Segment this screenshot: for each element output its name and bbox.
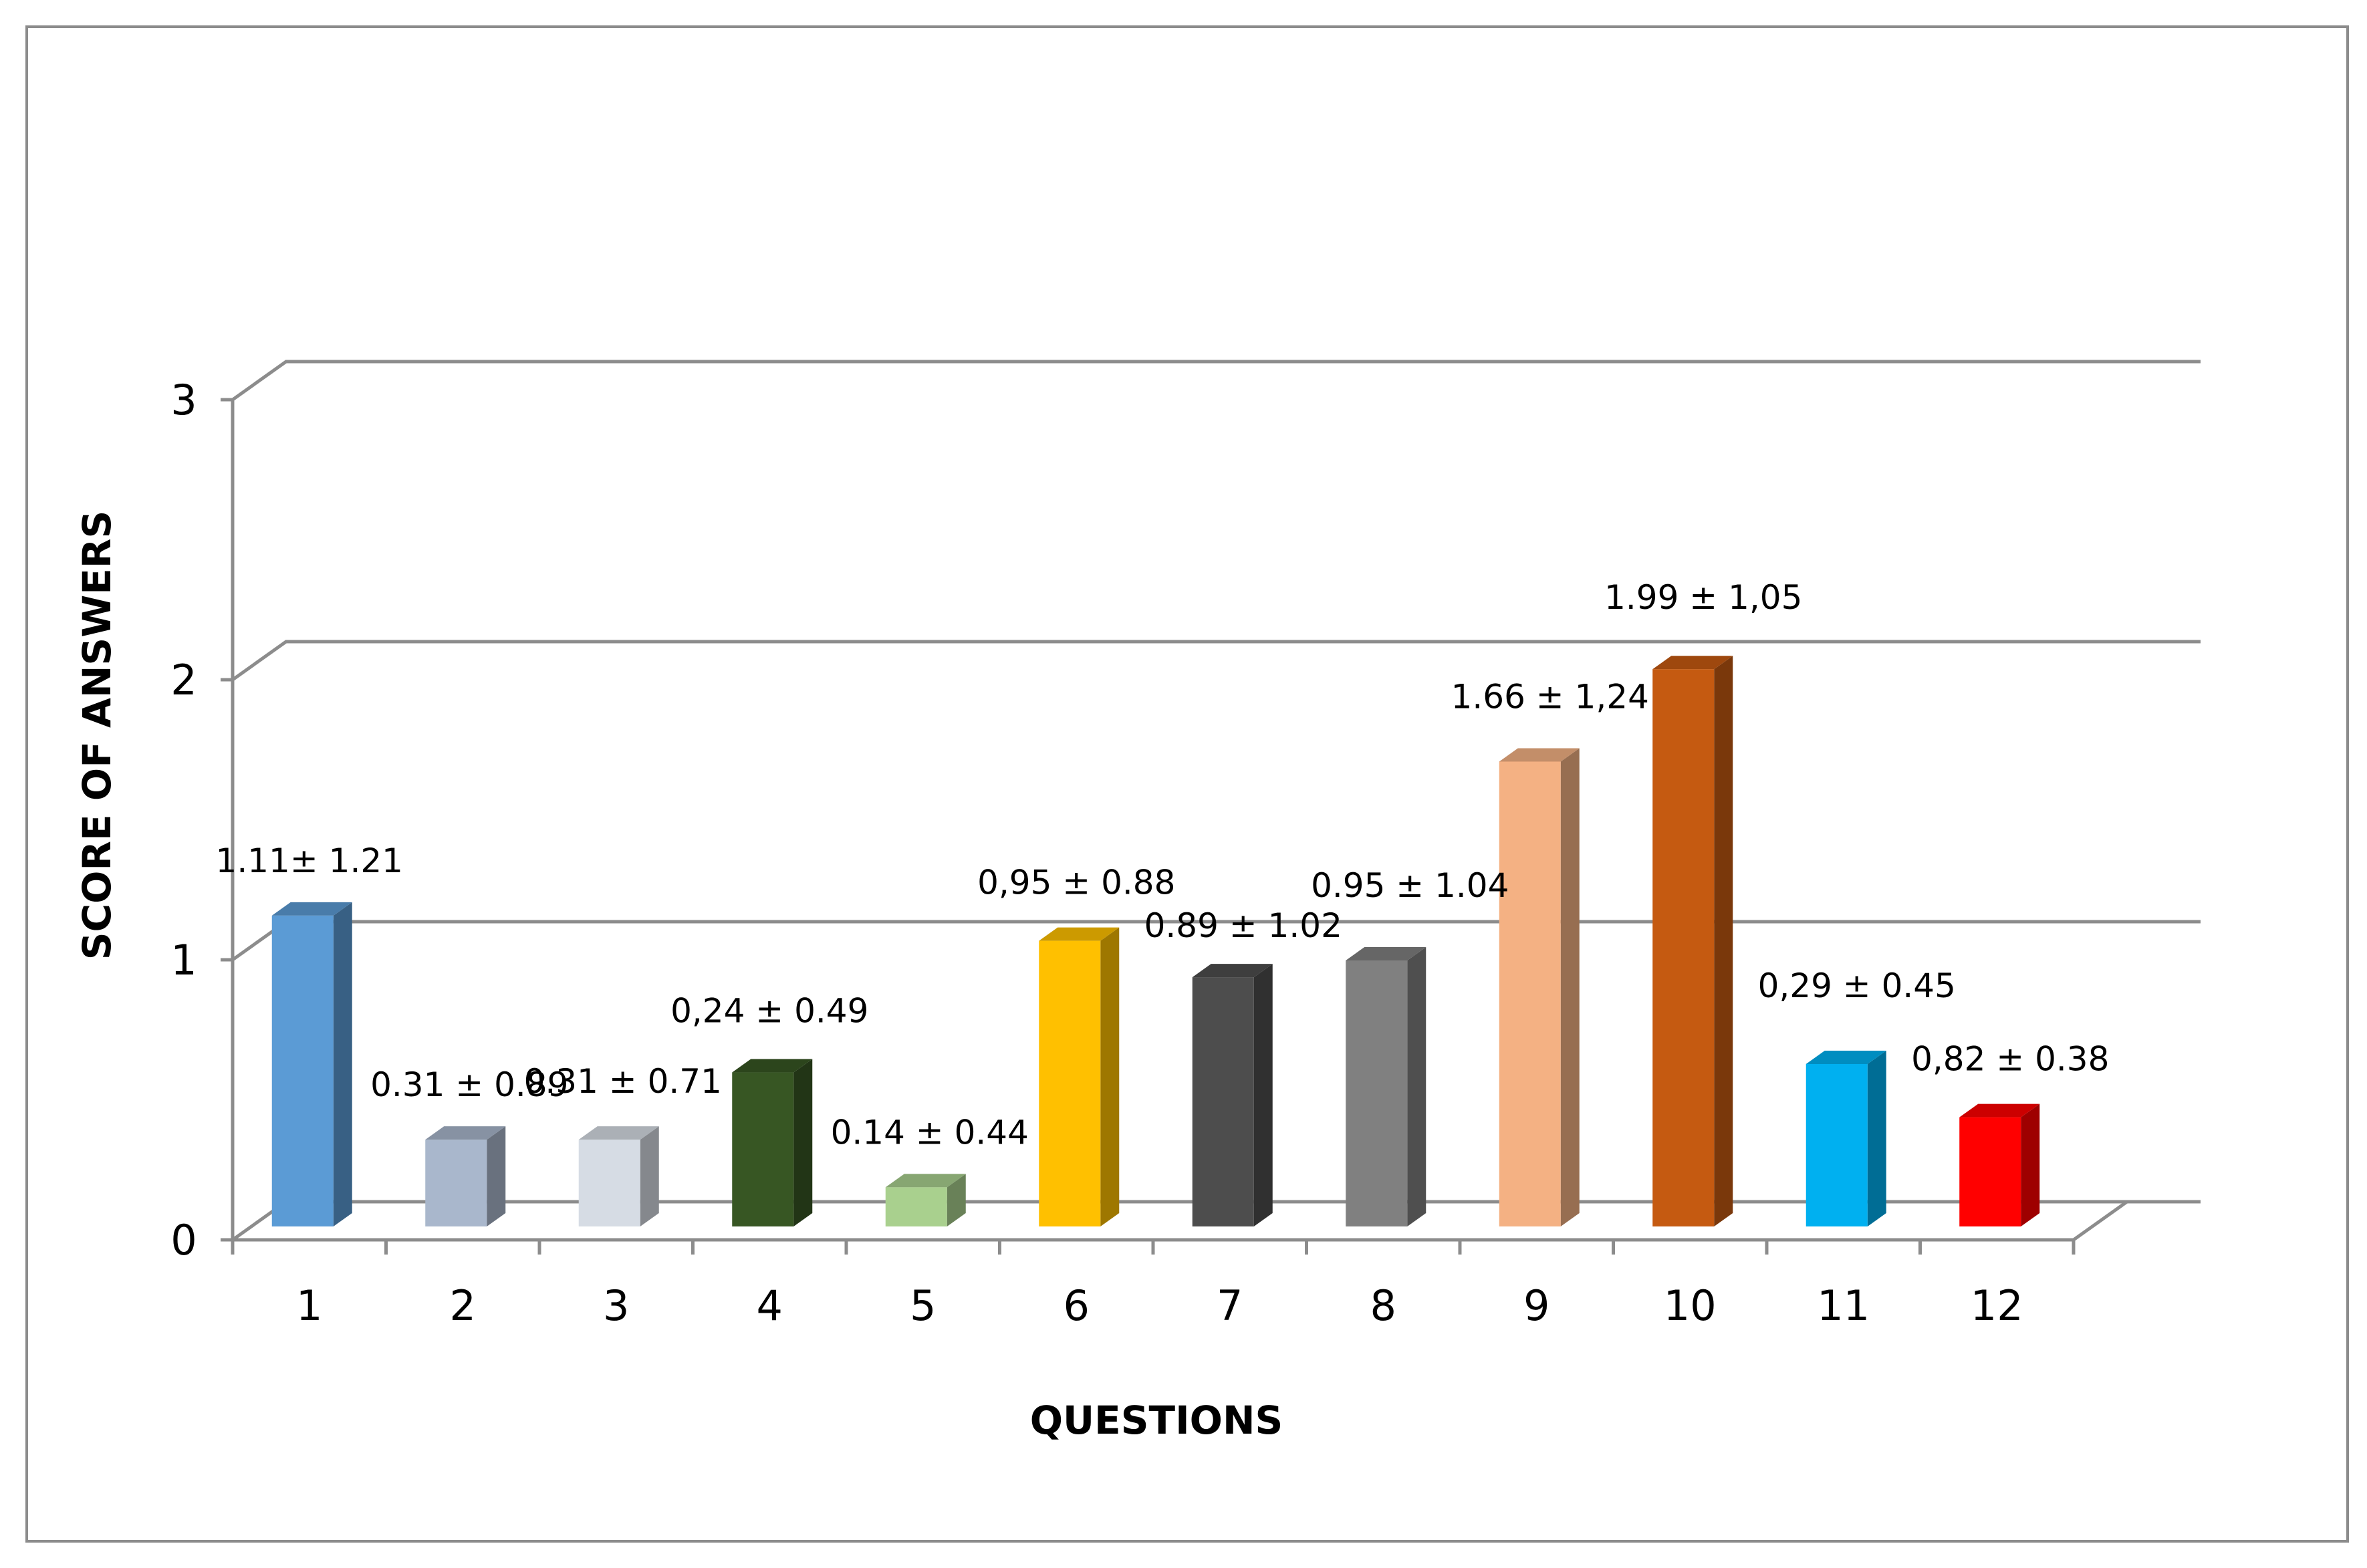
- data-labels: 1.11± 1.21 0.31 ± 0.890.31 ± 0.71 0,24 ± 0…: [216, 578, 2110, 1152]
- bars: [271, 656, 2040, 1226]
- bar-front: [885, 1187, 947, 1226]
- x-tick-label: 4: [757, 1281, 783, 1330]
- bar-side: [1100, 927, 1120, 1226]
- x-tick-label: 3: [603, 1281, 629, 1330]
- bar-top: [271, 902, 352, 916]
- gridline: [231, 640, 2201, 682]
- chart-frame: [25, 25, 2349, 1543]
- bar-top: [1652, 656, 1733, 670]
- y-tick-label: 3: [170, 376, 197, 424]
- x-tick-label: 6: [1064, 1281, 1090, 1330]
- bar-front: [578, 1140, 640, 1226]
- bar-front: [1499, 761, 1561, 1226]
- bar-front: [732, 1072, 794, 1226]
- bar-front: [271, 915, 334, 1226]
- bar: [1192, 964, 1273, 1226]
- bar-front: [425, 1140, 487, 1226]
- bar: [885, 1174, 966, 1226]
- x-tick-label: 2: [450, 1281, 476, 1330]
- y-tick-label: 0: [170, 1216, 197, 1265]
- bar-side: [333, 902, 352, 1226]
- bar-front: [1039, 940, 1101, 1226]
- axes: [221, 398, 2128, 1255]
- bar-front: [1346, 960, 1408, 1226]
- bar-side: [1867, 1050, 1886, 1226]
- bar-side: [1407, 946, 1426, 1226]
- bar-top: [425, 1126, 506, 1140]
- bar: [1039, 927, 1120, 1226]
- bar: [1652, 656, 1733, 1226]
- y-axis-title: SCORE OF ANSWERS: [74, 511, 120, 960]
- floor-right-edge: [2072, 1200, 2128, 1242]
- data-label: 0,24 ± 0.49: [670, 992, 868, 1031]
- x-tick-label: 9: [1523, 1281, 1549, 1330]
- bar-side: [793, 1059, 813, 1226]
- data-label: 0,29 ± 0.45: [1758, 966, 1956, 1005]
- data-label: 1.66 ± 1,24: [1451, 677, 1649, 716]
- bar-front: [1805, 1063, 1868, 1226]
- data-label: 1.11± 1.21: [216, 841, 403, 880]
- x-tick-label: 5: [910, 1281, 936, 1330]
- bar: [1959, 1103, 2040, 1226]
- bar: [1499, 748, 1580, 1226]
- bar-top: [1959, 1103, 2040, 1118]
- bar: [1346, 946, 1426, 1226]
- data-label: 0.14 ± 0.44: [831, 1113, 1029, 1152]
- bar-side: [1253, 964, 1273, 1226]
- bar-front: [1192, 977, 1254, 1226]
- bar: [1805, 1050, 1886, 1226]
- bar: [578, 1126, 659, 1226]
- bar-top: [1039, 927, 1120, 941]
- bar: [732, 1059, 813, 1226]
- data-label: 0.95 ± 1.04: [1311, 866, 1509, 905]
- x-tick-label: 11: [1817, 1281, 1870, 1330]
- bar-top: [578, 1126, 659, 1140]
- bar-top: [1346, 946, 1426, 960]
- y-tick-label: 1: [170, 936, 197, 985]
- data-label: 0,82 ± 0.38: [1911, 1040, 2109, 1079]
- bar-top: [1499, 748, 1580, 762]
- bar-side: [1560, 748, 1580, 1226]
- x-tick-label: 10: [1664, 1281, 1717, 1330]
- bar-top: [1805, 1050, 1886, 1064]
- bar-front: [1959, 1117, 2021, 1226]
- x-axis-title: QUESTIONS: [1030, 1398, 1283, 1443]
- bar-top: [1192, 964, 1273, 978]
- x-tick-label: 7: [1217, 1281, 1243, 1330]
- data-label: 0,95 ± 0.88: [977, 864, 1175, 902]
- gridline: [231, 360, 2201, 402]
- data-label: 0.31 ± 0.89: [370, 1065, 568, 1104]
- bar-front: [1652, 669, 1715, 1226]
- data-label: 1.99 ± 1,05: [1604, 578, 1802, 617]
- bar-side: [1714, 656, 1733, 1226]
- x-tick-label: 8: [1370, 1281, 1396, 1330]
- x-tick-label: 1: [296, 1281, 322, 1330]
- y-tick-label: 2: [170, 656, 197, 704]
- bar-side: [947, 1174, 966, 1226]
- bar: [425, 1126, 506, 1226]
- bar: [271, 902, 352, 1226]
- x-tick-label: 12: [1971, 1281, 2023, 1330]
- bar-side: [2021, 1103, 2040, 1226]
- data-label: 0.89 ± 1.02: [1144, 906, 1342, 945]
- bar-top: [732, 1059, 813, 1073]
- data-label: 0.31 ± 0.71: [524, 1062, 722, 1101]
- bar-top: [885, 1174, 966, 1188]
- bar-side: [640, 1126, 659, 1226]
- bar-side: [487, 1126, 506, 1226]
